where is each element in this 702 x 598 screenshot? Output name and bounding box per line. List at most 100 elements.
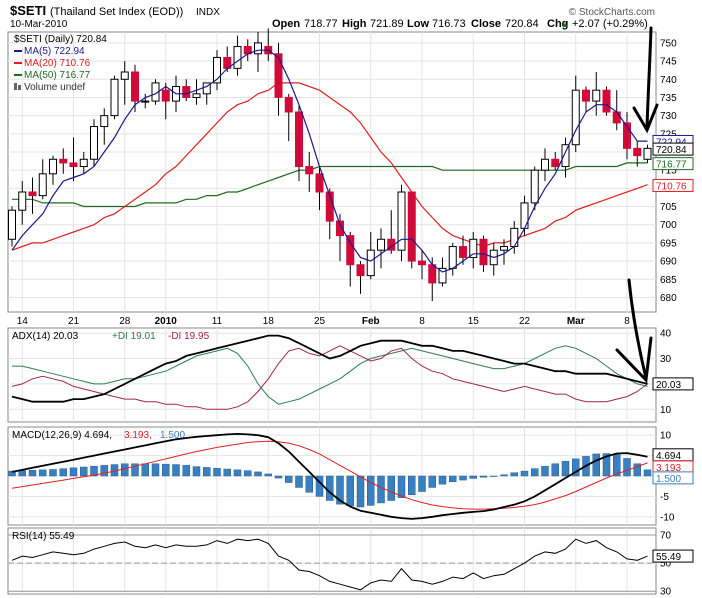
rsi-value-label: 55.49	[656, 552, 681, 563]
macd-histogram-bar	[408, 475, 416, 496]
ma5-line	[11, 49, 648, 273]
legend-mdi: -DI 19.95	[168, 331, 210, 342]
open-value: 718.77	[304, 18, 338, 30]
price-tick-label: 750	[660, 38, 677, 49]
candle-down	[274, 53, 283, 98]
macd-histogram-bar	[182, 465, 190, 477]
macd-histogram-bar	[623, 458, 631, 477]
legend-ma5: MA(5) 722.94	[24, 46, 85, 57]
candle-up	[141, 100, 150, 103]
rsi-value-label-box	[652, 549, 694, 563]
price-tick-label: 690	[660, 257, 677, 268]
rsi-panel	[7, 527, 657, 595]
macd-histogram-bar	[346, 475, 354, 507]
ma20-price-label: 710.76	[656, 181, 687, 192]
macd-histogram-bar	[254, 471, 262, 477]
macd-histogram-bar	[613, 454, 621, 477]
mdi-line	[11, 345, 648, 410]
ma50-price-label: 716.77	[656, 160, 687, 171]
macd-histogram-bar	[213, 467, 221, 477]
price-tick-label: 715	[660, 166, 677, 177]
x-tick-label: 14	[17, 316, 29, 327]
candle-up	[79, 158, 88, 168]
legend-macd-hist: 1.500	[160, 430, 185, 441]
candle-up	[49, 158, 57, 175]
adx-tick-label: 40	[660, 329, 672, 340]
candle-up	[530, 169, 539, 204]
macd-value-label: 4.694	[656, 451, 681, 462]
candle-up	[592, 89, 601, 102]
macd-histogram-bar	[172, 464, 180, 477]
candle-down	[315, 173, 324, 193]
macd-histogram-bar	[438, 475, 447, 485]
adx-panel	[7, 327, 657, 423]
candle-up	[254, 42, 262, 55]
rsi-tick-label: 70	[660, 531, 672, 542]
candle-up	[500, 246, 508, 251]
legend-main: $SETI (Daily) 720.84	[14, 34, 107, 45]
candle-down	[336, 220, 344, 237]
macd-line	[11, 432, 648, 520]
chart-date: 10-Mar-2010	[10, 19, 68, 30]
candle-up	[38, 173, 47, 197]
adx-legend: ADX(14) 20.03 +DI 19.01 -DI 19.95	[12, 331, 210, 342]
macd-histogram-bar	[131, 463, 139, 477]
macd-tick-label: -5	[660, 492, 669, 503]
ma20-price-label-box	[652, 178, 694, 192]
macd-histogram-bar	[326, 475, 334, 501]
macd-histogram-bar	[449, 475, 457, 482]
adx-value-label: 20.03	[656, 380, 681, 391]
macd-histogram-bar	[479, 475, 488, 478]
rsi-tick-label: 30	[660, 587, 672, 598]
candle-up	[233, 46, 242, 69]
macd-histogram-bar	[80, 466, 88, 477]
macd-legend: MACD(12,26,9) 4.694, 3.193, 1.500	[12, 430, 185, 441]
price-tick-label: 685	[660, 275, 677, 286]
candle-up	[397, 191, 406, 251]
macd-histogram-bar	[69, 467, 78, 477]
chg-label: Chg	[547, 18, 568, 30]
macd-histogram-bar	[387, 475, 395, 501]
legend-adx: ADX(14) 20.03	[12, 331, 79, 342]
candle-up	[377, 238, 385, 251]
macd-histogram-bar	[633, 463, 641, 477]
macd-histogram-bar	[305, 475, 313, 493]
candle-down	[418, 260, 426, 266]
macd-histogram-bar	[28, 470, 37, 477]
macd-histogram-bar	[244, 470, 252, 477]
macd-histogram-bar	[510, 472, 518, 477]
candle-up	[561, 144, 570, 168]
macd-histogram-bar	[397, 475, 406, 498]
candle-up	[469, 238, 478, 258]
x-tick-label: 21	[68, 316, 80, 327]
low-label: Low	[407, 18, 429, 30]
macd-histogram-bar	[459, 475, 467, 481]
x-tick-label: 28	[119, 316, 131, 327]
macd-tick-label: -10	[660, 512, 675, 523]
x-tick-label: Feb	[362, 316, 380, 327]
macd-histogram-bar	[377, 475, 385, 504]
macd-signal-value-label: 3.193	[656, 463, 681, 474]
macd-histogram-bar	[500, 474, 508, 477]
candle-down	[131, 71, 139, 102]
candle-down	[582, 89, 590, 102]
candle-down	[428, 264, 437, 284]
rsi-line	[11, 538, 648, 591]
macd-histogram-bar	[39, 469, 47, 477]
x-tick-label: 11	[212, 316, 223, 327]
candle-down	[623, 122, 631, 149]
price-tick-label: 730	[660, 111, 677, 122]
candle-up	[100, 115, 109, 128]
chart-header: $SETI (Thailand Set Index (EOD)) INDX 10…	[10, 3, 655, 30]
price-tick-label: 725	[660, 129, 677, 140]
high-value: 721.89	[370, 18, 404, 30]
macd-histogram-bar	[151, 463, 160, 477]
candle-down	[284, 96, 293, 113]
macd-histogram-bar	[418, 475, 426, 492]
candle-down	[407, 191, 416, 262]
macd-histogram-bar	[285, 475, 293, 483]
candle-down	[633, 147, 642, 157]
macd-histogram-bar	[551, 463, 559, 477]
price-tick-label: 740	[660, 75, 677, 86]
price-tick-label: 695	[660, 238, 677, 249]
